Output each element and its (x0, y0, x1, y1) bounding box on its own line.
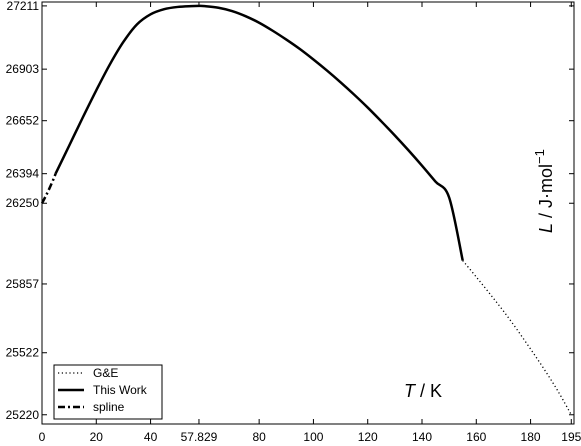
series-line-spline (40, 173, 57, 204)
x-axis: 0 20 40 57.829 80 100 120 140 160 180 195 (39, 2, 581, 444)
series-line-this-work (54, 4, 464, 261)
x-tick-label: 195 (561, 430, 581, 444)
legend: G&E This Work spline (53, 364, 163, 420)
x-axis-title: T / K (404, 381, 442, 401)
y-tick-label: 25220 (6, 408, 40, 422)
legend-label-spline: spline (93, 400, 125, 414)
x-tick-label: 140 (412, 430, 432, 444)
y-tick-label: 26652 (6, 114, 40, 128)
y-tick-label: 27211 (7, 0, 40, 13)
plot-area-frame (41, 1, 575, 425)
y-tick-label: 26903 (6, 62, 40, 76)
y-tick-label: 26394 (6, 167, 40, 181)
y-tick-label: 25522 (6, 346, 40, 360)
y-axis: 25220 25522 25857 26250 26394 26652 26903 27211 (6, 0, 574, 422)
x-tick-label: 80 (252, 430, 266, 444)
x-tick-label: 100 (303, 430, 323, 444)
y-tick-label: 25857 (6, 277, 40, 291)
series-line-g-e (462, 260, 572, 416)
x-tick-label: 40 (144, 430, 158, 444)
legend-label-ge: G&E (93, 366, 118, 380)
x-tick-label: 180 (521, 430, 541, 444)
x-tick-label: 57.829 (181, 430, 218, 444)
y-axis-title: L / J·mol−1 (532, 149, 556, 233)
x-tick-label: 0 (39, 430, 46, 444)
legend-box (53, 364, 163, 420)
x-tick-label: 20 (90, 430, 104, 444)
series-layer (40, 4, 572, 416)
legend-label-this-work: This Work (93, 383, 148, 397)
x-tick-label: 120 (358, 430, 378, 444)
x-tick-label: 160 (466, 430, 486, 444)
y-tick-label: 26250 (6, 196, 40, 210)
